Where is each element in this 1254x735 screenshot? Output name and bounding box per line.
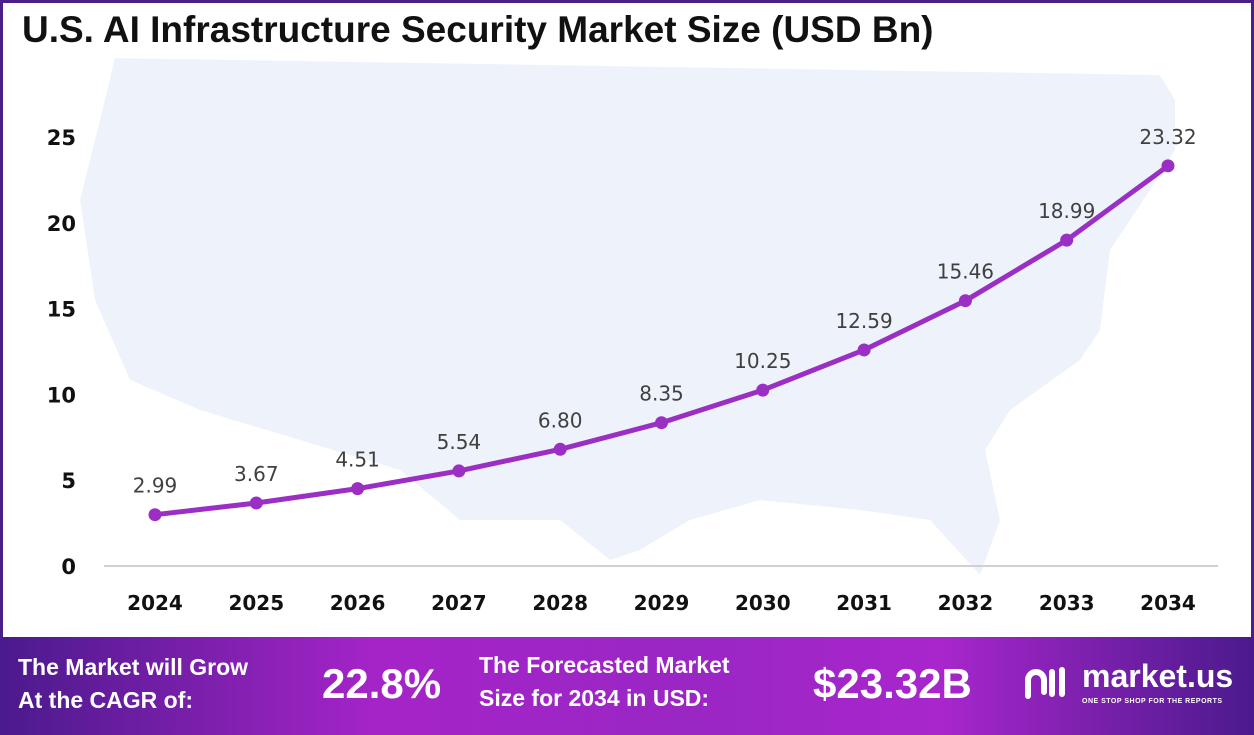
data-label: 18.99 <box>1038 199 1095 223</box>
y-tick-label: 15 <box>47 298 76 322</box>
footer-banner: The Market will Grow At the CAGR of: 22.… <box>0 637 1254 735</box>
data-point <box>958 294 972 308</box>
data-point <box>756 383 770 397</box>
logo-tagline: ONE STOP SHOP FOR THE REPORTS <box>1082 698 1223 705</box>
cagr-value: 22.8% <box>322 660 442 707</box>
x-tick-label: 2030 <box>735 591 791 615</box>
data-label: 15.46 <box>937 260 994 284</box>
forecast-value: $23.32B <box>813 660 972 707</box>
cagr-label-line1: The Market will Grow <box>18 654 249 680</box>
y-tick-label: 0 <box>61 555 76 579</box>
logo-name: market.us <box>1082 658 1234 694</box>
x-tick-label: 2024 <box>127 591 183 615</box>
x-tick-label: 2029 <box>634 591 690 615</box>
data-point <box>1161 159 1175 173</box>
data-point <box>351 482 365 496</box>
data-point <box>655 416 668 430</box>
logo-icon <box>1025 667 1065 699</box>
us-map-background <box>80 58 1175 575</box>
y-tick-label: 5 <box>61 469 76 493</box>
data-label: 10.25 <box>734 349 791 373</box>
data-label: 3.67 <box>234 462 279 486</box>
x-tick-label: 2025 <box>228 591 284 615</box>
y-tick-label: 20 <box>47 212 76 236</box>
y-tick-label: 10 <box>47 383 76 407</box>
data-point <box>249 496 263 510</box>
data-label: 5.54 <box>437 430 482 454</box>
x-tick-label: 2032 <box>938 591 994 615</box>
chart-title: U.S. AI Infrastructure Security Market S… <box>22 9 934 50</box>
data-point <box>553 442 567 456</box>
y-tick-label: 25 <box>47 126 76 150</box>
data-label: 8.35 <box>639 382 684 406</box>
data-label: 4.51 <box>335 448 380 472</box>
x-tick-label: 2033 <box>1039 591 1095 615</box>
data-point <box>148 508 162 522</box>
forecast-label-line1: The Forecasted Market <box>479 652 730 678</box>
data-point <box>452 464 466 478</box>
forecast-label-line2: Size for 2034 in USD: <box>479 685 710 711</box>
data-label: 2.99 <box>133 474 178 498</box>
data-label: 12.59 <box>835 309 892 333</box>
x-tick-label: 2031 <box>836 591 892 615</box>
data-label: 6.80 <box>538 408 583 432</box>
x-tick-label: 2027 <box>431 591 487 615</box>
x-tick-label: 2034 <box>1140 591 1196 615</box>
data-point <box>857 343 871 357</box>
cagr-label-line2: At the CAGR of: <box>18 687 194 713</box>
data-point <box>1060 233 1074 247</box>
data-label: 23.32 <box>1139 125 1196 149</box>
x-tick-label: 2026 <box>330 591 386 615</box>
x-tick-label: 2028 <box>532 591 588 615</box>
market-us-logo: market.us ONE STOP SHOP FOR THE REPORTS <box>1022 657 1233 707</box>
